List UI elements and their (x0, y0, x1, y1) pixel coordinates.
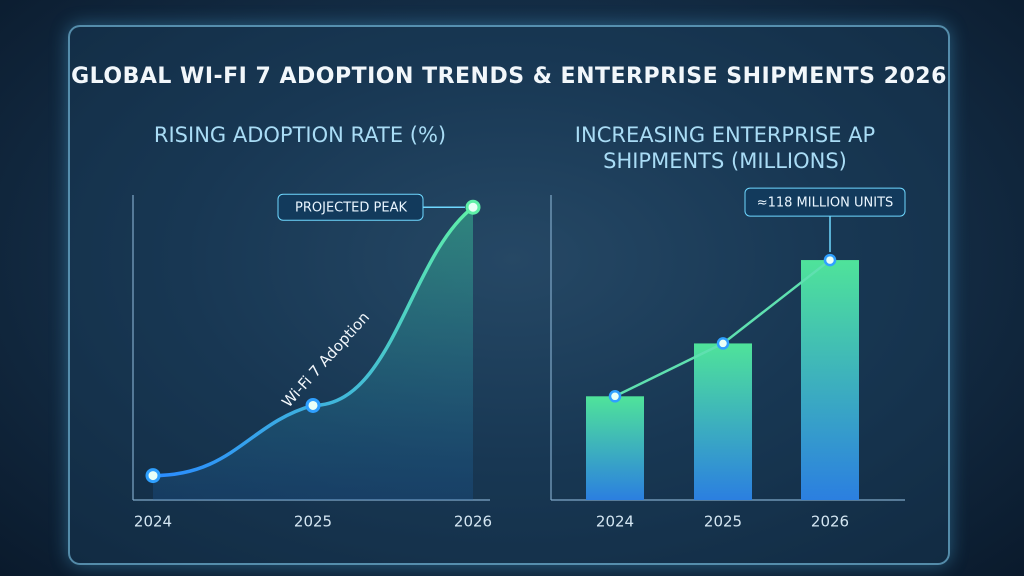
bar (586, 396, 644, 500)
point (608, 390, 622, 403)
point (823, 253, 837, 267)
annotation-box (744, 187, 906, 217)
chart-title: RISING ADOPTION RATE (%) (153, 123, 447, 147)
bar (694, 343, 752, 500)
x-tick-label: 2025 (294, 513, 332, 531)
area (153, 207, 473, 500)
chart-title: INCREASING ENTERPRISE AP SHIPMENTS (MILL… (574, 123, 876, 173)
point (145, 468, 161, 484)
x-tick-label: 2025 (704, 513, 742, 531)
bar (801, 260, 859, 500)
annotation: ≈118 MILLION UNITS (757, 196, 894, 211)
annotation: PROJECTED PEAK (295, 201, 407, 216)
x-tick-label: 2026 (811, 513, 849, 531)
point (716, 337, 730, 350)
point (305, 397, 321, 413)
x-tick-label: 2024 (134, 513, 172, 531)
point (465, 199, 481, 215)
page-title: GLOBAL WI-FI 7 ADOPTION TRENDS & ENTERPR… (71, 64, 947, 89)
x-tick-label: 2024 (596, 513, 634, 531)
x-tick-label: 2026 (454, 513, 492, 531)
